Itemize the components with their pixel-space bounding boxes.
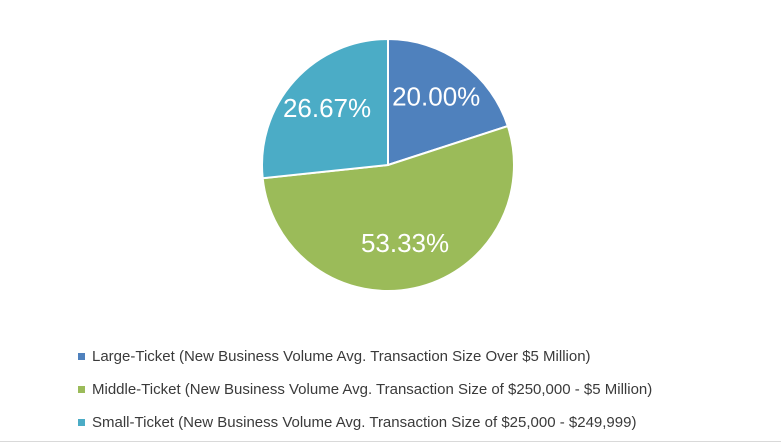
legend-swatch-middle-ticket	[78, 386, 85, 393]
legend-swatch-small-ticket	[78, 419, 85, 426]
data-label-small-ticket: 26.67%	[283, 93, 371, 123]
legend-item-large-ticket: Large-Ticket (New Business Volume Avg. T…	[78, 340, 652, 373]
legend-item-middle-ticket: Middle-Ticket (New Business Volume Avg. …	[78, 373, 652, 406]
legend-label-middle-ticket: Middle-Ticket (New Business Volume Avg. …	[92, 381, 653, 398]
pie-slice-large-ticket	[387, 37, 510, 167]
legend-label-large-ticket: Large-Ticket (New Business Volume Avg. T…	[92, 348, 591, 365]
pie-slice-small-ticket	[261, 37, 389, 180]
data-label-middle-ticket: 53.33%	[361, 228, 449, 258]
legend-item-small-ticket: Small-Ticket (New Business Volume Avg. T…	[78, 406, 652, 439]
bottom-divider	[0, 441, 781, 442]
legend-swatch-large-ticket	[78, 353, 85, 360]
data-label-large-ticket: 20.00%	[392, 82, 480, 112]
legend: Large-Ticket (New Business Volume Avg. T…	[78, 340, 652, 439]
pie-slice-middle-ticket	[261, 124, 515, 292]
legend-label-small-ticket: Small-Ticket (New Business Volume Avg. T…	[92, 414, 637, 431]
